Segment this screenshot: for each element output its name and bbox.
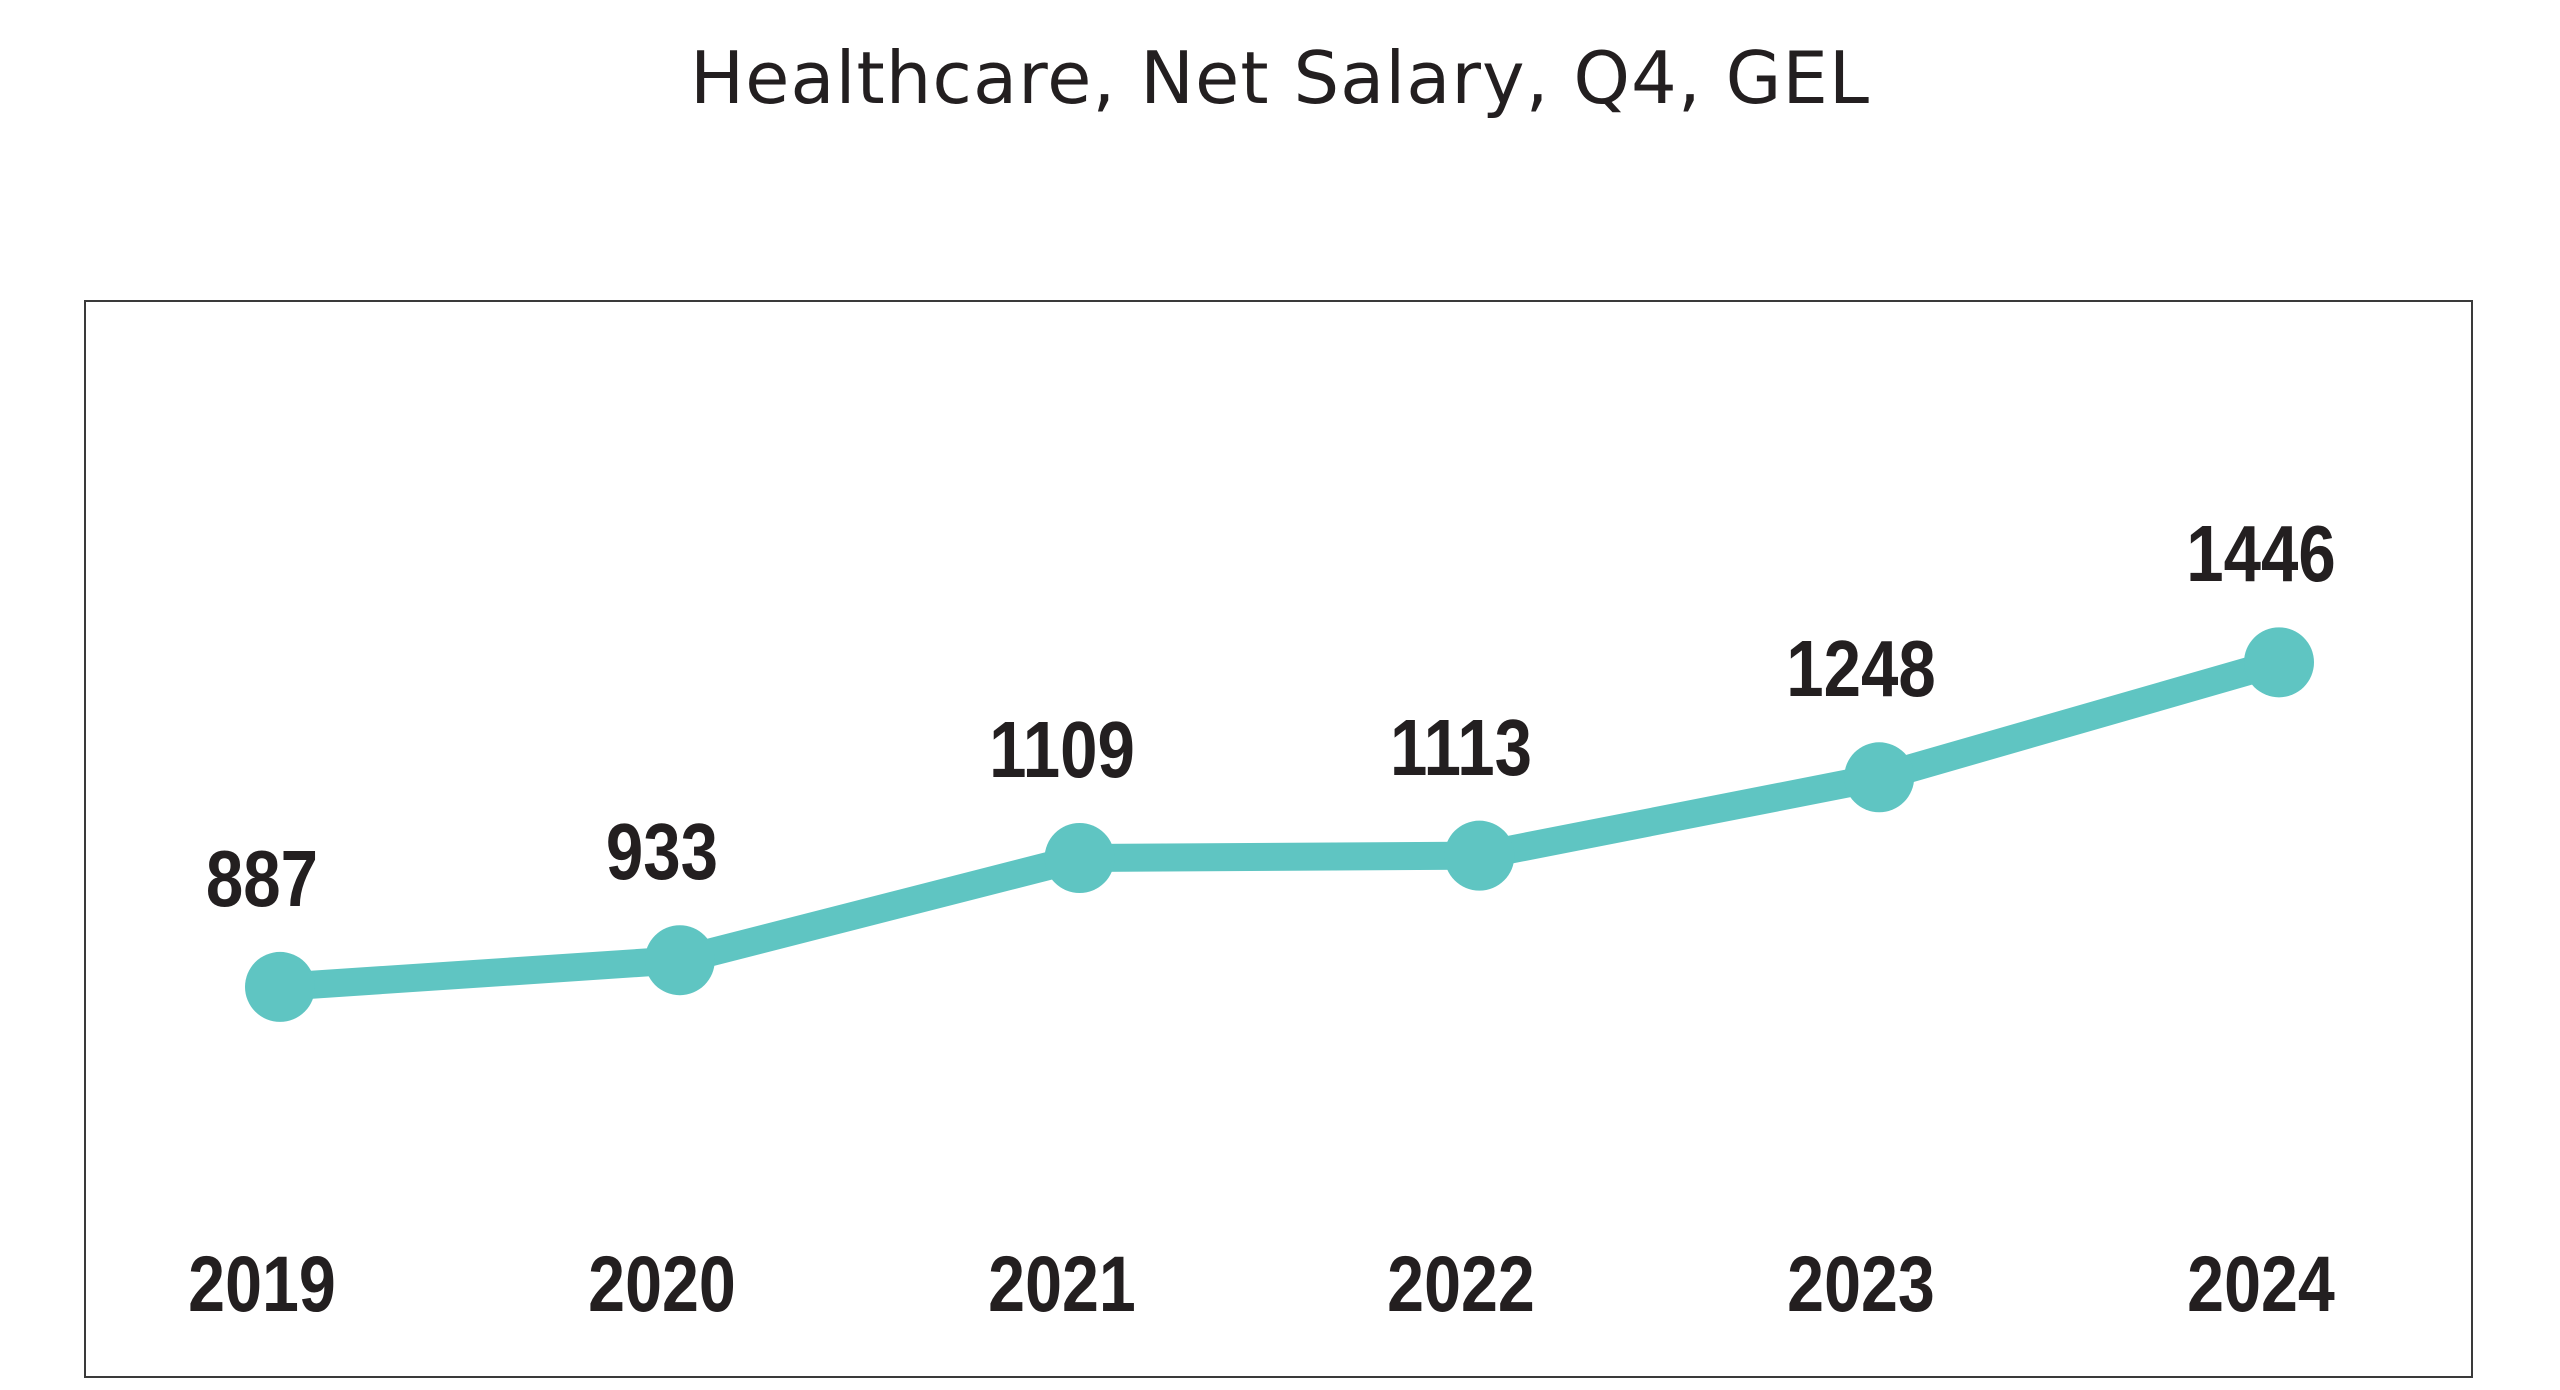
x-tick-label-text: 2024 bbox=[2187, 1239, 2335, 1328]
value-label: 1248 bbox=[1772, 623, 1950, 715]
x-tick-label: 2021 bbox=[974, 1238, 1150, 1330]
value-label-text: 933 bbox=[605, 807, 718, 897]
value-label-text: 887 bbox=[205, 833, 319, 923]
x-tick-label-text: 2020 bbox=[587, 1239, 736, 1328]
value-label-text: 1109 bbox=[988, 705, 1135, 794]
x-tick-label-text: 2023 bbox=[1787, 1239, 1936, 1328]
value-label-text: 1113 bbox=[1390, 702, 1533, 792]
x-tick-label-text: 2022 bbox=[1387, 1239, 1536, 1328]
plot-area bbox=[84, 300, 2473, 1378]
x-tick-label: 2019 bbox=[174, 1238, 350, 1330]
x-tick-label: 2020 bbox=[574, 1238, 750, 1330]
value-label-text: 1248 bbox=[1786, 624, 1936, 714]
value-label: 1109 bbox=[975, 704, 1149, 796]
x-tick-label: 2023 bbox=[1773, 1238, 1949, 1330]
value-label: 887 bbox=[195, 833, 328, 925]
value-label: 933 bbox=[595, 806, 728, 898]
x-tick-label-text: 2019 bbox=[188, 1239, 336, 1328]
value-label: 1113 bbox=[1377, 702, 1546, 794]
chart-title: Healthcare, Net Salary, Q4, GEL bbox=[689, 36, 1871, 120]
x-tick-label: 2024 bbox=[2173, 1238, 2349, 1330]
x-tick-label: 2022 bbox=[1374, 1238, 1550, 1330]
value-label: 1446 bbox=[2172, 508, 2350, 600]
x-tick-label-text: 2021 bbox=[987, 1239, 1136, 1328]
value-label-text: 1446 bbox=[2186, 509, 2336, 599]
